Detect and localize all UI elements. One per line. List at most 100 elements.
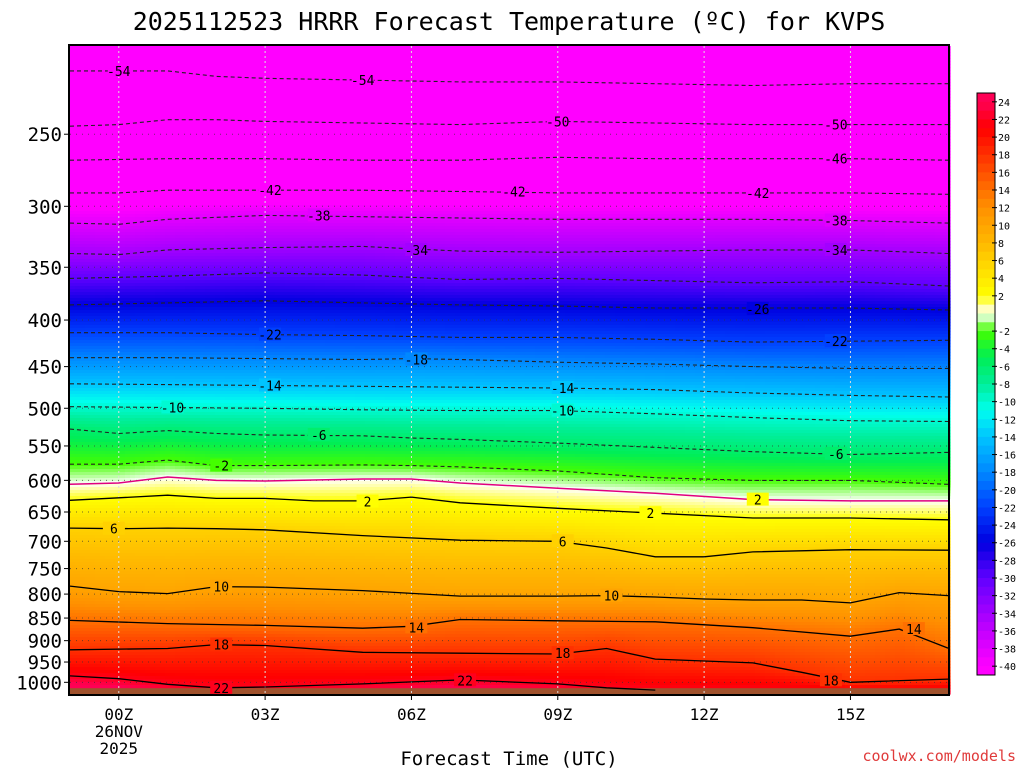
temp-cell [70,415,76,419]
temp-cell [100,589,106,593]
temp-cell [75,568,81,572]
temp-cell [85,262,91,266]
temp-cell [70,112,76,116]
temp-cell [95,466,101,470]
temp-cell [110,217,116,221]
temp-cell [115,562,121,566]
temp-cell [80,151,86,155]
temp-cell [105,412,111,416]
temp-cell [100,115,106,119]
temp-cell [110,124,116,128]
temp-cell [115,493,121,497]
temp-cell [70,49,76,53]
temp-cell [75,220,81,224]
temp-cell [95,172,101,176]
temp-cell [115,364,121,368]
temp-cell [115,136,121,140]
temp-cell [115,454,121,458]
temp-cell [110,571,116,575]
temp-cell [95,475,101,479]
temp-cell [80,283,86,287]
temp-cell [105,475,111,479]
temp-cell [70,232,76,236]
temp-cell [90,562,96,566]
temp-cell [105,649,111,653]
temp-cell [70,187,76,191]
temp-cell [80,109,86,113]
temp-cell [115,568,121,572]
temp-cell [75,109,81,113]
temp-cell [75,577,81,581]
temp-cell [75,340,81,344]
temp-cell [70,301,76,305]
temp-cell [110,49,116,53]
temp-cell [105,271,111,275]
temp-cell [70,100,76,104]
temp-cell [95,124,101,128]
temp-cell [70,259,76,263]
temp-cell [80,541,86,545]
temp-cell [115,139,121,143]
temp-cell [75,79,81,83]
temp-cell [70,373,76,377]
temp-cell [120,88,126,92]
temp-cell [95,106,101,110]
temp-cell [90,685,96,689]
temp-cell [75,127,81,131]
temp-cell [95,250,101,254]
temp-cell [85,49,91,53]
temp-cell [110,673,116,677]
temp-cell [115,265,121,269]
temp-cell [110,487,116,491]
temp-cell [75,658,81,662]
temp-cell [110,364,116,368]
temp-cell [110,85,116,89]
temp-cell [85,373,91,377]
temp-cell [85,535,91,539]
temp-cell [80,124,86,128]
temp-cell [85,685,91,689]
temp-cell [115,484,121,488]
temp-cell [115,628,121,632]
temp-cell [105,685,111,689]
temp-cell [85,640,91,644]
temp-cell [95,55,101,59]
temp-cell [85,601,91,605]
temp-cell [70,391,76,395]
temp-cell [95,682,101,686]
temp-cell [105,232,111,236]
temp-cell [85,229,91,233]
temp-cell [95,415,101,419]
temp-cell [70,175,76,179]
temp-cell [70,244,76,248]
temp-cell [120,130,126,134]
temp-cell [100,679,106,683]
temp-cell [115,307,121,311]
plot-area [70,46,951,695]
temp-cell [85,394,91,398]
temp-cell [110,235,116,239]
temp-cell [120,55,126,59]
temp-cell [80,652,86,656]
temp-cell [70,52,76,56]
temp-cell [85,337,91,341]
temp-cell [110,334,116,338]
temp-cell [100,277,106,281]
temp-cell [105,91,111,95]
temp-cell [110,112,116,116]
temp-cell [110,301,116,305]
temp-cell [75,121,81,125]
temp-cell [85,388,91,392]
temp-cell [105,535,111,539]
temp-cell [75,562,81,566]
temp-cell [80,640,86,644]
temp-cell [100,553,106,557]
temp-cell [115,442,121,446]
temp-cell [105,241,111,245]
temp-cell [115,580,121,584]
temp-cell [75,376,81,380]
temp-cell [70,262,76,266]
temp-cell [85,268,91,272]
temp-cell [105,400,111,404]
temp-cell [105,325,111,329]
